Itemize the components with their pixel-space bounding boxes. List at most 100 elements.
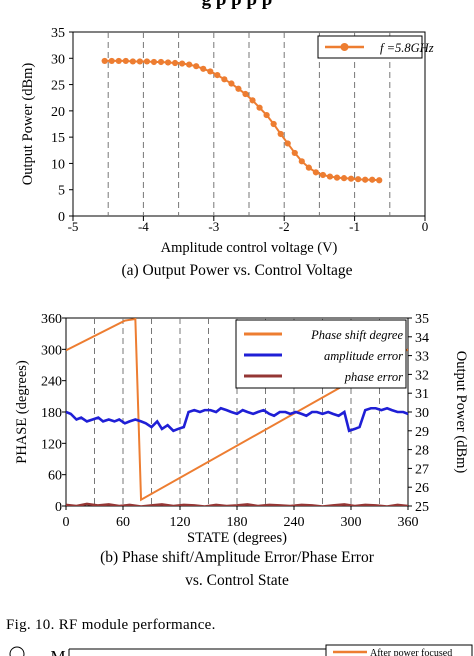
chart-a-data-point	[347, 175, 355, 182]
chart-c-y-tick-label: M	[50, 647, 65, 656]
chart-a-data-point	[333, 174, 341, 181]
chart-a-data-point	[129, 58, 136, 65]
chart-b-y2-axis-label: Output Power (dBm)	[453, 351, 469, 474]
chart-b-x-tick-label: 120	[170, 515, 191, 530]
chart-a-data-point	[277, 130, 284, 138]
chart-b-y2-tick-label: 25	[415, 500, 429, 515]
chart-a-data-point	[179, 60, 186, 67]
chart-b-series-line	[66, 406, 408, 433]
chart-b-y-tick-label: 60	[48, 469, 62, 484]
chart-a-data-point	[150, 58, 158, 66]
chart-a-y-tick-label: 20	[51, 105, 65, 120]
chart-a-data-point	[284, 140, 291, 147]
chart-c-subfigure-marker	[9, 646, 25, 656]
chart-a-data-point	[242, 90, 249, 98]
chart-a-data-point	[369, 176, 376, 183]
chart-a-legend-box	[317, 35, 423, 59]
chart-b-y-tick-label: 0	[55, 500, 62, 515]
chart-a-data-point	[326, 173, 334, 180]
chart-a-data-point	[101, 57, 108, 65]
chart-a-legend-label: f =5.8GHz	[380, 41, 434, 55]
chart-b-x-tick-label: 240	[284, 515, 305, 530]
chart-a-data-point	[214, 72, 221, 79]
chart-b-y-tick-label: 180	[41, 406, 62, 421]
chart-a-data-point	[235, 85, 242, 92]
chart-a-x-tick-label: -2	[279, 219, 290, 234]
chart-b-y2-tick-label: 27	[415, 462, 429, 477]
chart-a-x-axis-label: Amplitude control voltage (V)	[161, 240, 338, 256]
chart-a-data-point	[186, 61, 193, 68]
chart-b-series-group	[66, 318, 408, 506]
chart-b-y2-tick-label: 33	[415, 350, 429, 365]
chart-a-x-tick-label: -1	[349, 219, 360, 234]
chart-b-y2-tick-label: 34	[415, 331, 429, 346]
chart-b-y-tick-label: 360	[41, 312, 62, 327]
chart-b-y2-tick-label: 32	[415, 368, 429, 383]
chart-b-y2-tick-label: 29	[415, 425, 429, 440]
chart-a-y-axis-label: Output Power (dBm)	[20, 63, 36, 186]
chart-a-x-tick-label: -5	[68, 219, 79, 234]
chart-b-y2-tick-label: 31	[415, 387, 429, 402]
chart-b-y-axis-label: PHASE (degrees)	[14, 360, 30, 464]
chart-a-data-point	[291, 149, 298, 157]
chart-b-y2-tick-label: 30	[415, 406, 429, 421]
chart-a-data-point	[263, 111, 270, 119]
chart-a-data-point	[355, 176, 362, 183]
chart-a-x-tick-label: -4	[138, 219, 149, 234]
chart-a-legend-swatch-marker	[340, 43, 349, 51]
chart-b-series-line	[66, 318, 408, 502]
chart-a-data-point	[270, 120, 277, 128]
chart-a-series-line	[104, 59, 380, 182]
chart-b-legend-label: amplitude error	[324, 349, 403, 363]
chart-a-y-tick-label: 35	[51, 26, 65, 41]
chart-b-x-tick-label: 360	[398, 515, 419, 530]
chart-a-y-tick-label: 25	[51, 79, 65, 94]
chart-a-data-point	[376, 177, 383, 184]
chart-a-x-tick-label: -3	[208, 219, 219, 234]
chart-b-y-tick-label: 300	[41, 343, 62, 358]
chart-b-x-axis-label: STATE (degrees)	[187, 530, 287, 546]
chart-b-series-line	[66, 502, 408, 506]
chart-a-data-point	[312, 169, 319, 176]
chart-b-x-tick-label: 0	[63, 515, 70, 530]
chart-b-y2-tick-label: 35	[415, 312, 429, 327]
chart-a-data-point	[228, 80, 235, 87]
chart-a-data-point	[256, 104, 263, 111]
chart-a-data-point	[115, 57, 122, 65]
chart-a-data-point	[193, 63, 200, 70]
chart-a-data-point	[362, 176, 369, 183]
chart-a-y-tick-label: 5	[58, 184, 65, 199]
chart-a-y-tick-label: 10	[51, 157, 65, 172]
chart-b-y-tick-label: 240	[41, 375, 62, 390]
chart-a-data-point	[207, 68, 214, 75]
chart-a-y-tick-label: 0	[58, 210, 65, 225]
chart-a-y-tick-label: 30	[51, 52, 65, 67]
chart-b-x-tick-label: 300	[341, 515, 362, 530]
chart-a-data-point	[122, 57, 129, 65]
chart-c-legend-box	[325, 644, 473, 656]
chart-b-legend-label: Phase shift degree	[310, 328, 403, 342]
chart-b-caption-line2: vs. Control State	[185, 572, 289, 589]
chart-a-data-point	[143, 58, 151, 65]
top-title-fragment: g p p p p	[0, 0, 474, 16]
chart-a-data-point	[164, 59, 172, 66]
chart-a-data-point	[319, 171, 327, 179]
chart-a-data-point	[305, 164, 312, 171]
chart-a-data-point	[249, 97, 256, 104]
chart-b-x-tick-label: 60	[116, 515, 130, 530]
chart-a-x-tick-label: 0	[422, 219, 429, 234]
chart-a-data-point	[340, 175, 348, 182]
chart-a-data-point	[298, 158, 305, 165]
chart-b-legend-label: phase error	[344, 370, 403, 384]
chart-b-y-tick-label: 120	[41, 437, 62, 452]
chart-c-legend-label: After power focused	[370, 648, 452, 656]
figure-caption: Fig. 10. RF module performance.	[6, 617, 216, 633]
chart-b-y2-tick-label: 26	[415, 481, 429, 496]
chart-a-data-point	[200, 65, 207, 72]
chart-a-data-point	[221, 76, 228, 83]
chart-a-data-point	[136, 58, 143, 65]
chart-a-data-point	[157, 58, 165, 66]
chart-b-y2-tick-label: 28	[415, 444, 429, 459]
chart-a-y-tick-label: 15	[51, 131, 65, 146]
